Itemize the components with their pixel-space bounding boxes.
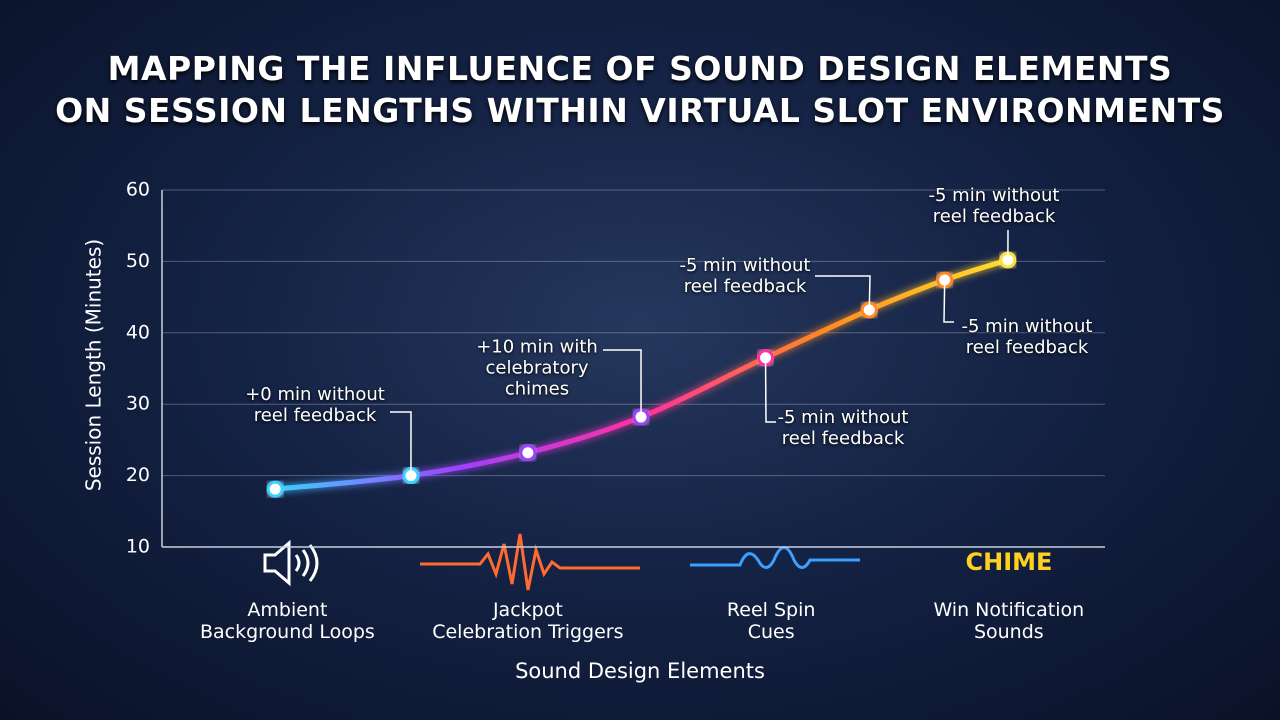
annotation: +10 min with celebratory chimes [476,336,598,400]
x-tick-label: Win Notification Sounds [933,599,1085,643]
y-tick-label: 60 [126,179,150,201]
y-axis-label: Session Length (Minutes) [82,239,106,491]
annotation-leader [764,357,776,423]
annotation-leader [943,279,954,323]
annotation: -5 min without reel feedback [679,255,811,297]
y-tick-label: 50 [126,250,150,272]
speaker-icon [263,539,291,587]
data-point [266,480,284,498]
y-tick-label: 40 [126,321,150,343]
speaker-waves [294,544,319,582]
x-axis-label: Sound Design Elements [515,659,765,683]
annotation: -5 min without reel feedback [961,316,1093,358]
annotation: +0 min without reel feedback [245,384,385,426]
annotation: -5 min without reel feedback [928,185,1060,227]
x-tick-label: Ambient Background Loops [199,599,375,643]
chime-icon: CHIME [966,548,1053,576]
annotation-leader [390,411,412,476]
wave-icon [420,533,640,591]
x-tick-label: Jackpot Celebration Triggers [432,599,624,643]
y-tick-label: 20 [126,464,150,486]
annotation-leader [603,349,642,418]
y-tick-label: 30 [126,393,150,415]
y-tick-label: 10 [126,536,150,558]
annotation: -5 min without reel feedback [777,407,909,449]
annotation-leader [815,275,871,310]
icons: CHIME [263,533,1053,591]
data-point [519,444,537,462]
x-tick-label: Reel Spin Cues [726,599,816,643]
chart-title: MAPPING THE INFLUENCE OF SOUND DESIGN EL… [55,49,1225,130]
wave-icon [690,546,860,569]
